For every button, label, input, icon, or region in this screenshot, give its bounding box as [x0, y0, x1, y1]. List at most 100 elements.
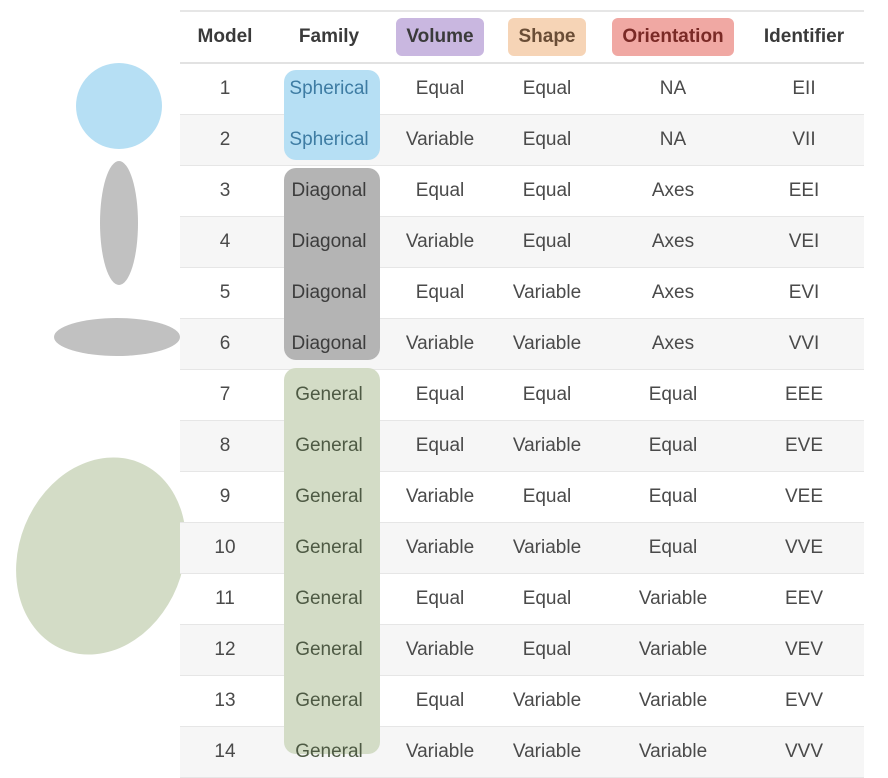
cell-model: 8: [219, 435, 231, 456]
header-identifier: Identifier: [763, 26, 845, 47]
header-shape: Shape: [492, 18, 602, 56]
cell-orientation: Equal: [648, 435, 698, 456]
cell-volume: Equal: [415, 690, 465, 711]
header-volume: Volume: [388, 18, 492, 56]
cell-orientation: Equal: [648, 486, 698, 507]
cell-orientation: Axes: [651, 333, 695, 354]
cell-shape: Variable: [512, 690, 582, 711]
table-row: 6 Diagonal Variable Variable Axes VVI: [180, 319, 864, 370]
cell-volume: Equal: [415, 384, 465, 405]
cell-family: Diagonal: [291, 231, 367, 252]
cell-family: General: [295, 639, 363, 660]
cell-volume: Variable: [405, 231, 475, 252]
cell-identifier: VVI: [788, 333, 820, 354]
table-row: 5 Diagonal Equal Variable Axes EVI: [180, 268, 864, 319]
cell-volume: Variable: [405, 639, 475, 660]
table-row: 2 Spherical Variable Equal NA VII: [180, 115, 864, 166]
table-row: 1 Spherical Equal Equal NA EII: [180, 64, 864, 115]
spherical-circle-shape: [76, 63, 162, 149]
cell-volume: Variable: [405, 333, 475, 354]
table-row: 3 Diagonal Equal Equal Axes EEI: [180, 166, 864, 217]
cell-shape: Equal: [522, 231, 572, 252]
table-row: 9 General Variable Equal Equal VEE: [180, 472, 864, 523]
cell-shape: Equal: [522, 639, 572, 660]
cell-volume: Equal: [415, 588, 465, 609]
cell-volume: Variable: [405, 129, 475, 150]
spherical-family-band: [284, 70, 380, 160]
cell-family: Diagonal: [291, 282, 367, 303]
cell-shape: Variable: [512, 537, 582, 558]
cell-orientation: Variable: [638, 741, 708, 762]
cell-shape: Equal: [522, 129, 572, 150]
table-row: 8 General Equal Variable Equal EVE: [180, 421, 864, 472]
cell-family: General: [295, 486, 363, 507]
cell-volume: Variable: [405, 537, 475, 558]
cell-model: 11: [215, 588, 235, 609]
cell-shape: Variable: [512, 435, 582, 456]
cell-identifier: EEI: [788, 180, 820, 201]
cell-orientation: Axes: [651, 231, 695, 252]
general-family-band: [284, 368, 380, 754]
cell-orientation: Equal: [648, 384, 698, 405]
orientation-pill: Orientation: [612, 18, 734, 56]
general-rotated-ellipse-shape: [16, 457, 186, 655]
table-body: 1 Spherical Equal Equal NA EII 2 Spherical Varia…: [180, 64, 864, 778]
cell-identifier: VEV: [784, 639, 824, 660]
cell-model: 6: [219, 333, 231, 354]
table-row: 7 General Equal Equal Equal EEE: [180, 370, 864, 421]
cell-model: 5: [219, 282, 231, 303]
table-row: 11 General Equal Equal Variable EEV: [180, 574, 864, 625]
cell-model: 10: [214, 537, 236, 558]
table-header-row: Model Family Volume Shape Orientation Id…: [180, 10, 864, 64]
cell-model: 9: [219, 486, 231, 507]
cell-orientation: Variable: [638, 639, 708, 660]
cell-orientation: Axes: [651, 180, 695, 201]
cell-shape: Equal: [522, 180, 572, 201]
cell-volume: Variable: [405, 741, 475, 762]
cell-volume: Equal: [415, 435, 465, 456]
cell-family: Diagonal: [291, 333, 367, 354]
header-orientation: Orientation: [602, 18, 744, 56]
cell-identifier: VVV: [784, 741, 824, 762]
cell-identifier: EVI: [788, 282, 820, 303]
cell-model: 1: [219, 78, 231, 99]
cell-orientation: Variable: [638, 588, 708, 609]
cell-shape: Variable: [512, 333, 582, 354]
cell-volume: Equal: [415, 180, 465, 201]
cell-orientation: Axes: [651, 282, 695, 303]
table-row: 13 General Equal Variable Variable EVV: [180, 676, 864, 727]
header-family: Family: [298, 26, 360, 47]
table-row: 10 General Variable Variable Equal VVE: [180, 523, 864, 574]
cell-identifier: EEE: [784, 384, 824, 405]
cell-family: Diagonal: [291, 180, 367, 201]
cell-orientation: NA: [659, 78, 687, 99]
cell-model: 7: [219, 384, 231, 405]
cell-shape: Equal: [522, 78, 572, 99]
volume-pill: Volume: [396, 18, 484, 56]
cell-volume: Variable: [405, 486, 475, 507]
cell-identifier: VEI: [788, 231, 820, 252]
cell-shape: Equal: [522, 384, 572, 405]
model-table: Model Family Volume Shape Orientation Id…: [180, 10, 864, 778]
cell-family: General: [295, 384, 363, 405]
cell-family: General: [295, 537, 363, 558]
cell-identifier: EII: [792, 78, 816, 99]
cell-orientation: Variable: [638, 690, 708, 711]
cell-shape: Equal: [522, 486, 572, 507]
cell-volume: Equal: [415, 282, 465, 303]
diagonal-horizontal-ellipse-shape: [54, 318, 180, 356]
diagonal-family-band: [284, 168, 380, 360]
cell-identifier: VVE: [784, 537, 824, 558]
cell-identifier: EVV: [784, 690, 824, 711]
cell-family: General: [295, 741, 363, 762]
cell-identifier: VII: [792, 129, 816, 150]
cell-model: 14: [214, 741, 236, 762]
cell-model: 3: [219, 180, 231, 201]
diagonal-vertical-ellipse-shape: [100, 161, 138, 285]
cell-shape: Variable: [512, 741, 582, 762]
cell-identifier: EEV: [784, 588, 824, 609]
cell-orientation: NA: [659, 129, 687, 150]
table-row: 4 Diagonal Variable Equal Axes VEI: [180, 217, 864, 268]
